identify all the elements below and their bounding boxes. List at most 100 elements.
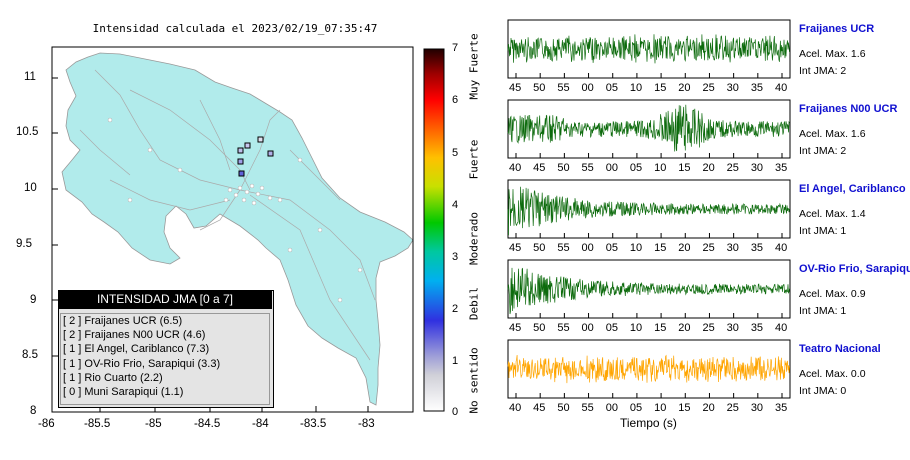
- waveform-station-name: Fraijanes UCR: [799, 23, 875, 35]
- waveform-acel-max: Acel. Max. 0.9: [799, 288, 866, 300]
- waveform-trace: [507, 34, 790, 64]
- map-ytick-label: 10.5: [16, 126, 39, 138]
- waveform-tick-label: 20: [678, 242, 691, 254]
- waveform-tick-label: 05: [629, 402, 643, 414]
- waveform-tick-label: 35: [750, 242, 764, 254]
- map-ytick-label: 9.5: [16, 238, 32, 250]
- waveform-tick-label: 25: [702, 322, 715, 334]
- station-markers: [237, 136, 274, 177]
- map-xtick-label: -84.5: [194, 418, 221, 430]
- map-ytick-label: 11: [24, 71, 36, 83]
- waveform-trace-panel: [507, 99, 791, 159]
- waveform-tick-label: 40: [775, 242, 788, 254]
- waveform-tick-label: 45: [509, 322, 522, 334]
- colorbar-label: 3: [452, 251, 459, 263]
- colorbar-desc: Muy Fuerte: [467, 33, 481, 100]
- map-ytick-label: 9: [30, 294, 37, 306]
- waveform-tick-label: 10: [654, 402, 667, 414]
- map-ytick-label: 8: [30, 405, 37, 417]
- waveform-tick-label: 35: [775, 162, 788, 174]
- waveform-acel-max: Acel. Max. 1.6: [799, 48, 866, 60]
- colorbar-desc: No sentido: [467, 347, 481, 414]
- waveform-trace-panel: [507, 179, 791, 239]
- waveform-tick-label: 25: [726, 162, 739, 174]
- waveform-tick-label: 50: [557, 402, 570, 414]
- legend-list: [ 2 ] Fraijanes UCR (6.5) [ 2 ] Fraijane…: [60, 313, 270, 405]
- roads: [79, 69, 376, 361]
- colorbar-label: 7: [452, 42, 459, 54]
- colorbar-label: 6: [452, 94, 459, 106]
- waveform-tick-label: 50: [557, 162, 570, 174]
- waveform-trace-panel: [507, 19, 791, 79]
- colorbar-label: 0: [452, 406, 459, 418]
- waveform-tick-label: 00: [581, 322, 594, 334]
- waveform-tick-label: 20: [702, 402, 715, 414]
- map-xtick-label: -85.5: [84, 418, 111, 430]
- waveform-tick-label: 25: [702, 242, 715, 254]
- waveform-station-name: El Angel, Cariblanco: [799, 183, 906, 195]
- waveform-tick-label: 15: [654, 242, 667, 254]
- colorbar-label: 2: [452, 303, 459, 315]
- waveform-tick-label: 30: [726, 82, 739, 94]
- waveform-tick-label: 05: [629, 162, 643, 174]
- waveform-tick-label: 25: [702, 82, 715, 94]
- waveform-acel-max: Acel. Max. 0.0: [799, 368, 866, 380]
- waveform-int-jma: Int JMA: 0: [799, 385, 847, 397]
- waveform-tick-label: 00: [581, 242, 594, 254]
- waveform-tick-label: 20: [678, 322, 691, 334]
- legend-item: [ 1 ] El Angel, Cariblanco (7.3): [63, 343, 210, 356]
- waveform-tick-label: 30: [726, 322, 739, 334]
- colorbar-label: 1: [452, 355, 459, 367]
- intensity-legend: [58, 290, 274, 408]
- waveform-frame: [507, 179, 791, 239]
- map-ytick-label: 8.5: [22, 349, 38, 361]
- map-xtick-label: -83: [358, 418, 375, 430]
- waveform-trace-panel: [507, 339, 791, 399]
- waveform-station-name: OV-Rio Frio, Sarapiqui: [799, 263, 910, 275]
- waveform-tick-label: 15: [678, 402, 691, 414]
- waveform-tick-label: 30: [750, 162, 764, 174]
- waveform-acel-max: Acel. Max. 1.6: [799, 128, 866, 140]
- waveform-tick-label: 05: [605, 322, 618, 334]
- waveform-tick-label: 05: [605, 242, 618, 254]
- waveform-tick-label: 35: [750, 82, 764, 94]
- waveform-tick-label: 35: [775, 402, 788, 414]
- waveform-int-jma: Int JMA: 2: [799, 145, 847, 157]
- legend-item: [ 1 ] OV-Rio Frio, Sarapiqui (3.3): [63, 357, 221, 370]
- intensity-colorbar: [423, 48, 445, 412]
- waveform-trace: [507, 186, 790, 236]
- waveform-tick-label: 00: [605, 402, 618, 414]
- waveform-tick-label: 40: [775, 322, 788, 334]
- waveform-trace: [507, 267, 790, 315]
- waveform-tick-label: 40: [775, 82, 788, 94]
- waveform-trace: [507, 354, 790, 384]
- waveform-int-jma: Int JMA: 1: [799, 305, 847, 317]
- map-xtick-label: -83.5: [300, 418, 327, 430]
- map-frame: [51, 46, 414, 413]
- waveform-tick-label: 40: [509, 402, 522, 414]
- waveform-tick-label: 40: [509, 162, 522, 174]
- waveform-tick-label: 55: [581, 402, 594, 414]
- waveform-tick-label: 55: [557, 242, 570, 254]
- waveform-tick-label: 15: [678, 162, 691, 174]
- waveform-tick-label: 10: [629, 82, 643, 94]
- colorbar-label: 5: [452, 147, 459, 159]
- map-y-ticks: [52, 77, 58, 357]
- map-title: Intensidad calculada el 2023/02/19_07:35…: [92, 22, 378, 35]
- waveform-tick-label: 30: [726, 242, 739, 254]
- waveform-tick-label: 00: [605, 162, 618, 174]
- time-axis-label: Tiempo (s): [620, 416, 677, 430]
- land-area: [61, 52, 413, 406]
- waveform-tick-label: 45: [533, 162, 546, 174]
- map-ytick-label: 10: [24, 182, 37, 194]
- legend-title: INTENSIDAD JMA [0 a 7]: [58, 290, 272, 309]
- waveform-tick-label: 30: [750, 402, 764, 414]
- map-xtick-label: -86: [38, 418, 55, 430]
- waveform-tick-label: 50: [533, 82, 546, 94]
- colorbar-label: 4: [452, 199, 459, 211]
- waveform-tick-label: 35: [750, 322, 764, 334]
- waveform-tick-label: 00: [581, 82, 594, 94]
- waveform-tick-label: 55: [557, 82, 570, 94]
- waveform-acel-max: Acel. Max. 1.4: [799, 208, 866, 220]
- waveform-station-name: Teatro Nacional: [799, 343, 881, 355]
